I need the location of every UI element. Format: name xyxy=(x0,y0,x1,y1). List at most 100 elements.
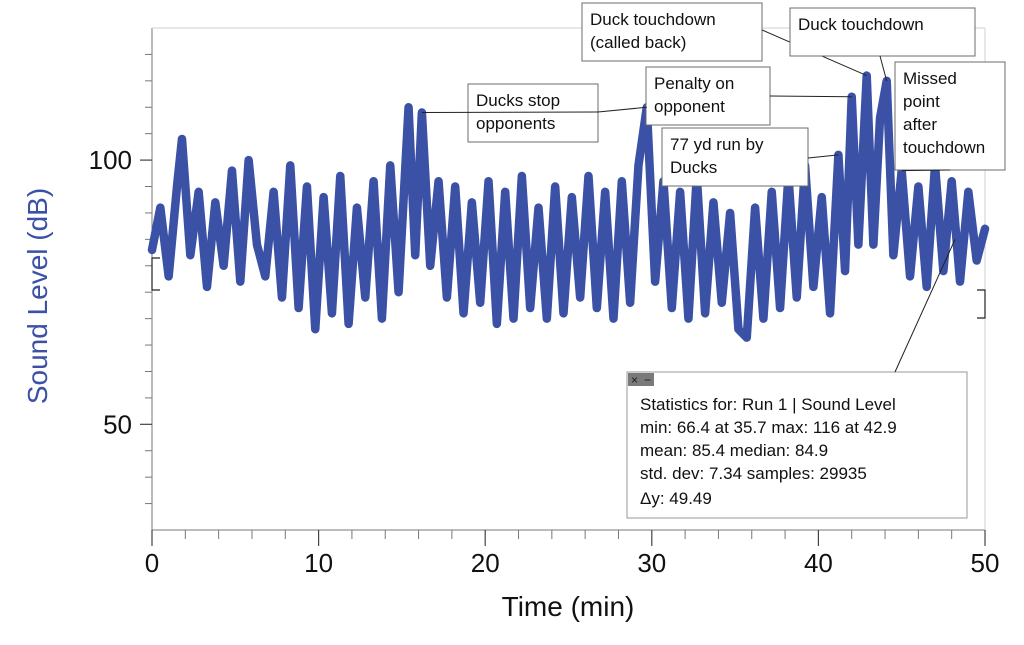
statistics-box[interactable]: × − Statistics for: Run 1 | Sound Level … xyxy=(626,239,968,519)
annotation: Duck touchdown (called back) xyxy=(581,2,867,77)
statistics-line: Statistics for: Run 1 | Sound Level xyxy=(640,395,896,414)
series-point xyxy=(428,263,433,268)
series-point xyxy=(677,189,683,195)
series-point xyxy=(769,189,774,195)
series-point xyxy=(586,173,591,179)
annotation-box xyxy=(789,7,976,57)
y-tick-label: 50 xyxy=(103,409,132,439)
series-point xyxy=(363,295,368,300)
series-point xyxy=(957,279,963,284)
series-point xyxy=(619,179,625,184)
series-point xyxy=(419,110,425,115)
series-point xyxy=(519,173,525,179)
series-point xyxy=(727,210,733,216)
annotation-leader-line xyxy=(769,95,852,98)
series-point xyxy=(827,311,833,316)
series-point xyxy=(213,200,218,205)
series-point xyxy=(819,194,824,200)
series-point xyxy=(982,226,988,231)
statistics-box-frame[interactable] xyxy=(626,371,968,519)
series-point xyxy=(436,179,441,184)
annotation-leader-line xyxy=(421,111,599,114)
range-start-marker xyxy=(151,257,160,291)
annotation: Missed point after touchdown xyxy=(894,61,1006,172)
series-point xyxy=(321,194,326,200)
series-point xyxy=(238,279,243,284)
series-point xyxy=(711,200,716,205)
x-tick-label: 20 xyxy=(471,548,500,578)
series-point xyxy=(544,316,550,321)
annotation-text: Duck touchdown xyxy=(798,15,924,34)
series-point xyxy=(149,247,155,253)
series-point xyxy=(849,94,854,99)
statistics-line: Δy: 49.49 xyxy=(640,489,712,508)
annotation-text: Ducks stop xyxy=(476,91,560,110)
series-point xyxy=(736,327,741,332)
series-point xyxy=(388,163,393,168)
series-point xyxy=(444,295,450,300)
series-point xyxy=(856,242,861,247)
series-point xyxy=(254,242,260,247)
annotation-box xyxy=(581,2,763,62)
statistics-controls: × − xyxy=(628,373,654,387)
series-point xyxy=(204,284,210,290)
series-point xyxy=(478,300,483,305)
range-markers xyxy=(151,257,986,319)
series-point xyxy=(794,295,799,300)
series-point xyxy=(719,300,724,305)
series-point xyxy=(611,316,616,321)
series-point xyxy=(636,163,641,168)
x-tick-label: 10 xyxy=(304,548,333,578)
close-button[interactable]: × xyxy=(628,373,641,387)
annotation-text: Duck touchdown xyxy=(590,10,716,29)
series-point xyxy=(627,300,633,305)
series-point xyxy=(271,189,276,195)
series-point xyxy=(179,136,185,142)
annotation: 77 yd run by Ducks xyxy=(661,127,839,187)
minimize-icon: − xyxy=(644,373,651,387)
series-point xyxy=(329,311,335,316)
series-point xyxy=(966,189,971,195)
statistics-line: std. dev: 7.34 samples: 29935 xyxy=(640,464,867,483)
annotation-text: after xyxy=(903,115,937,134)
series-point xyxy=(877,115,883,121)
annotation-leader-line xyxy=(901,169,951,172)
statistics-text: Statistics for: Run 1 | Sound Level min:… xyxy=(640,395,897,508)
annotation-box xyxy=(661,127,809,187)
series-point xyxy=(652,279,658,284)
series-point xyxy=(174,184,180,189)
series-point xyxy=(338,173,343,179)
series-point xyxy=(916,184,921,189)
y-axis-ticks: 50 100 xyxy=(89,53,152,505)
minimize-button[interactable]: − xyxy=(641,373,654,387)
x-tick-label: 50 xyxy=(971,548,1000,578)
series-point xyxy=(221,263,226,268)
annotation: Duck touchdown xyxy=(789,7,976,81)
series-point xyxy=(188,253,193,258)
series-point xyxy=(406,105,411,110)
annotation: Penalty on opponent xyxy=(645,66,852,126)
series-point xyxy=(669,305,674,311)
series-point xyxy=(941,268,946,274)
series-point xyxy=(577,295,583,300)
series-point xyxy=(594,305,600,311)
statistics-leader-line xyxy=(894,239,956,373)
annotation-text: Penalty on xyxy=(654,74,734,93)
minimize-button-box[interactable] xyxy=(641,373,654,386)
series-point xyxy=(371,179,376,184)
annotation-text: 77 yd run by xyxy=(670,135,764,154)
close-button-box[interactable] xyxy=(628,373,641,386)
series-point xyxy=(511,316,516,321)
annotation-text: Missed xyxy=(903,69,957,88)
series-point xyxy=(288,163,293,168)
series-point xyxy=(552,184,558,189)
x-axis-title: Time (min) xyxy=(502,591,635,622)
series-point xyxy=(413,253,418,258)
series-point xyxy=(296,305,301,311)
series-point xyxy=(502,189,508,195)
annotation-box xyxy=(645,66,771,126)
series-point xyxy=(461,311,466,316)
x-tick-label: 40 xyxy=(804,548,833,578)
